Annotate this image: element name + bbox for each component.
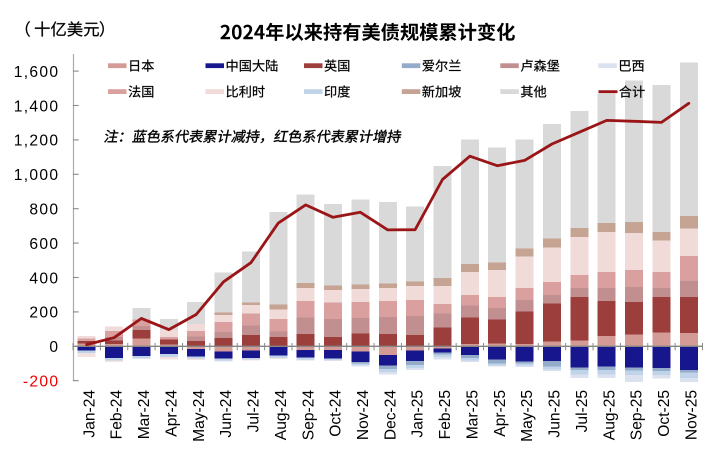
svg-text:Apr-25: Apr-25 [492, 390, 509, 437]
svg-text:Jan-24: Jan-24 [81, 390, 98, 438]
svg-text:Oct-25: Oct-25 [656, 390, 673, 437]
svg-text:Oct-24: Oct-24 [328, 390, 345, 437]
svg-text:May-25: May-25 [519, 390, 536, 442]
svg-text:Sep-25: Sep-25 [629, 390, 646, 441]
svg-text:Dec-24: Dec-24 [382, 390, 399, 441]
svg-text:Aug-25: Aug-25 [601, 390, 618, 441]
svg-text:Jul-24: Jul-24 [246, 390, 263, 433]
svg-text:1,600: 1,600 [14, 64, 60, 81]
svg-text:Jul-25: Jul-25 [574, 390, 591, 433]
svg-text:Nov-25: Nov-25 [683, 390, 700, 441]
svg-text:-200: -200 [23, 374, 59, 391]
svg-text:200: 200 [29, 305, 59, 322]
svg-text:May-24: May-24 [191, 390, 208, 442]
svg-text:Apr-24: Apr-24 [163, 390, 180, 437]
svg-text:800: 800 [29, 202, 59, 219]
svg-text:Feb-25: Feb-25 [437, 390, 454, 440]
svg-text:Jun-25: Jun-25 [547, 390, 564, 438]
svg-text:Mar-25: Mar-25 [464, 390, 481, 440]
svg-text:0: 0 [49, 339, 59, 356]
svg-text:Nov-24: Nov-24 [355, 390, 372, 441]
svg-text:Sep-24: Sep-24 [300, 390, 317, 441]
svg-text:1,000: 1,000 [14, 167, 60, 184]
svg-text:600: 600 [29, 236, 59, 253]
svg-text:1,200: 1,200 [14, 133, 60, 150]
svg-text:Jun-24: Jun-24 [218, 390, 235, 438]
svg-text:Feb-24: Feb-24 [109, 390, 126, 440]
svg-text:Jan-25: Jan-25 [410, 390, 427, 438]
svg-text:Mar-24: Mar-24 [136, 390, 153, 440]
svg-text:400: 400 [29, 270, 59, 287]
svg-text:Aug-24: Aug-24 [273, 390, 290, 441]
svg-text:1,400: 1,400 [14, 98, 60, 115]
